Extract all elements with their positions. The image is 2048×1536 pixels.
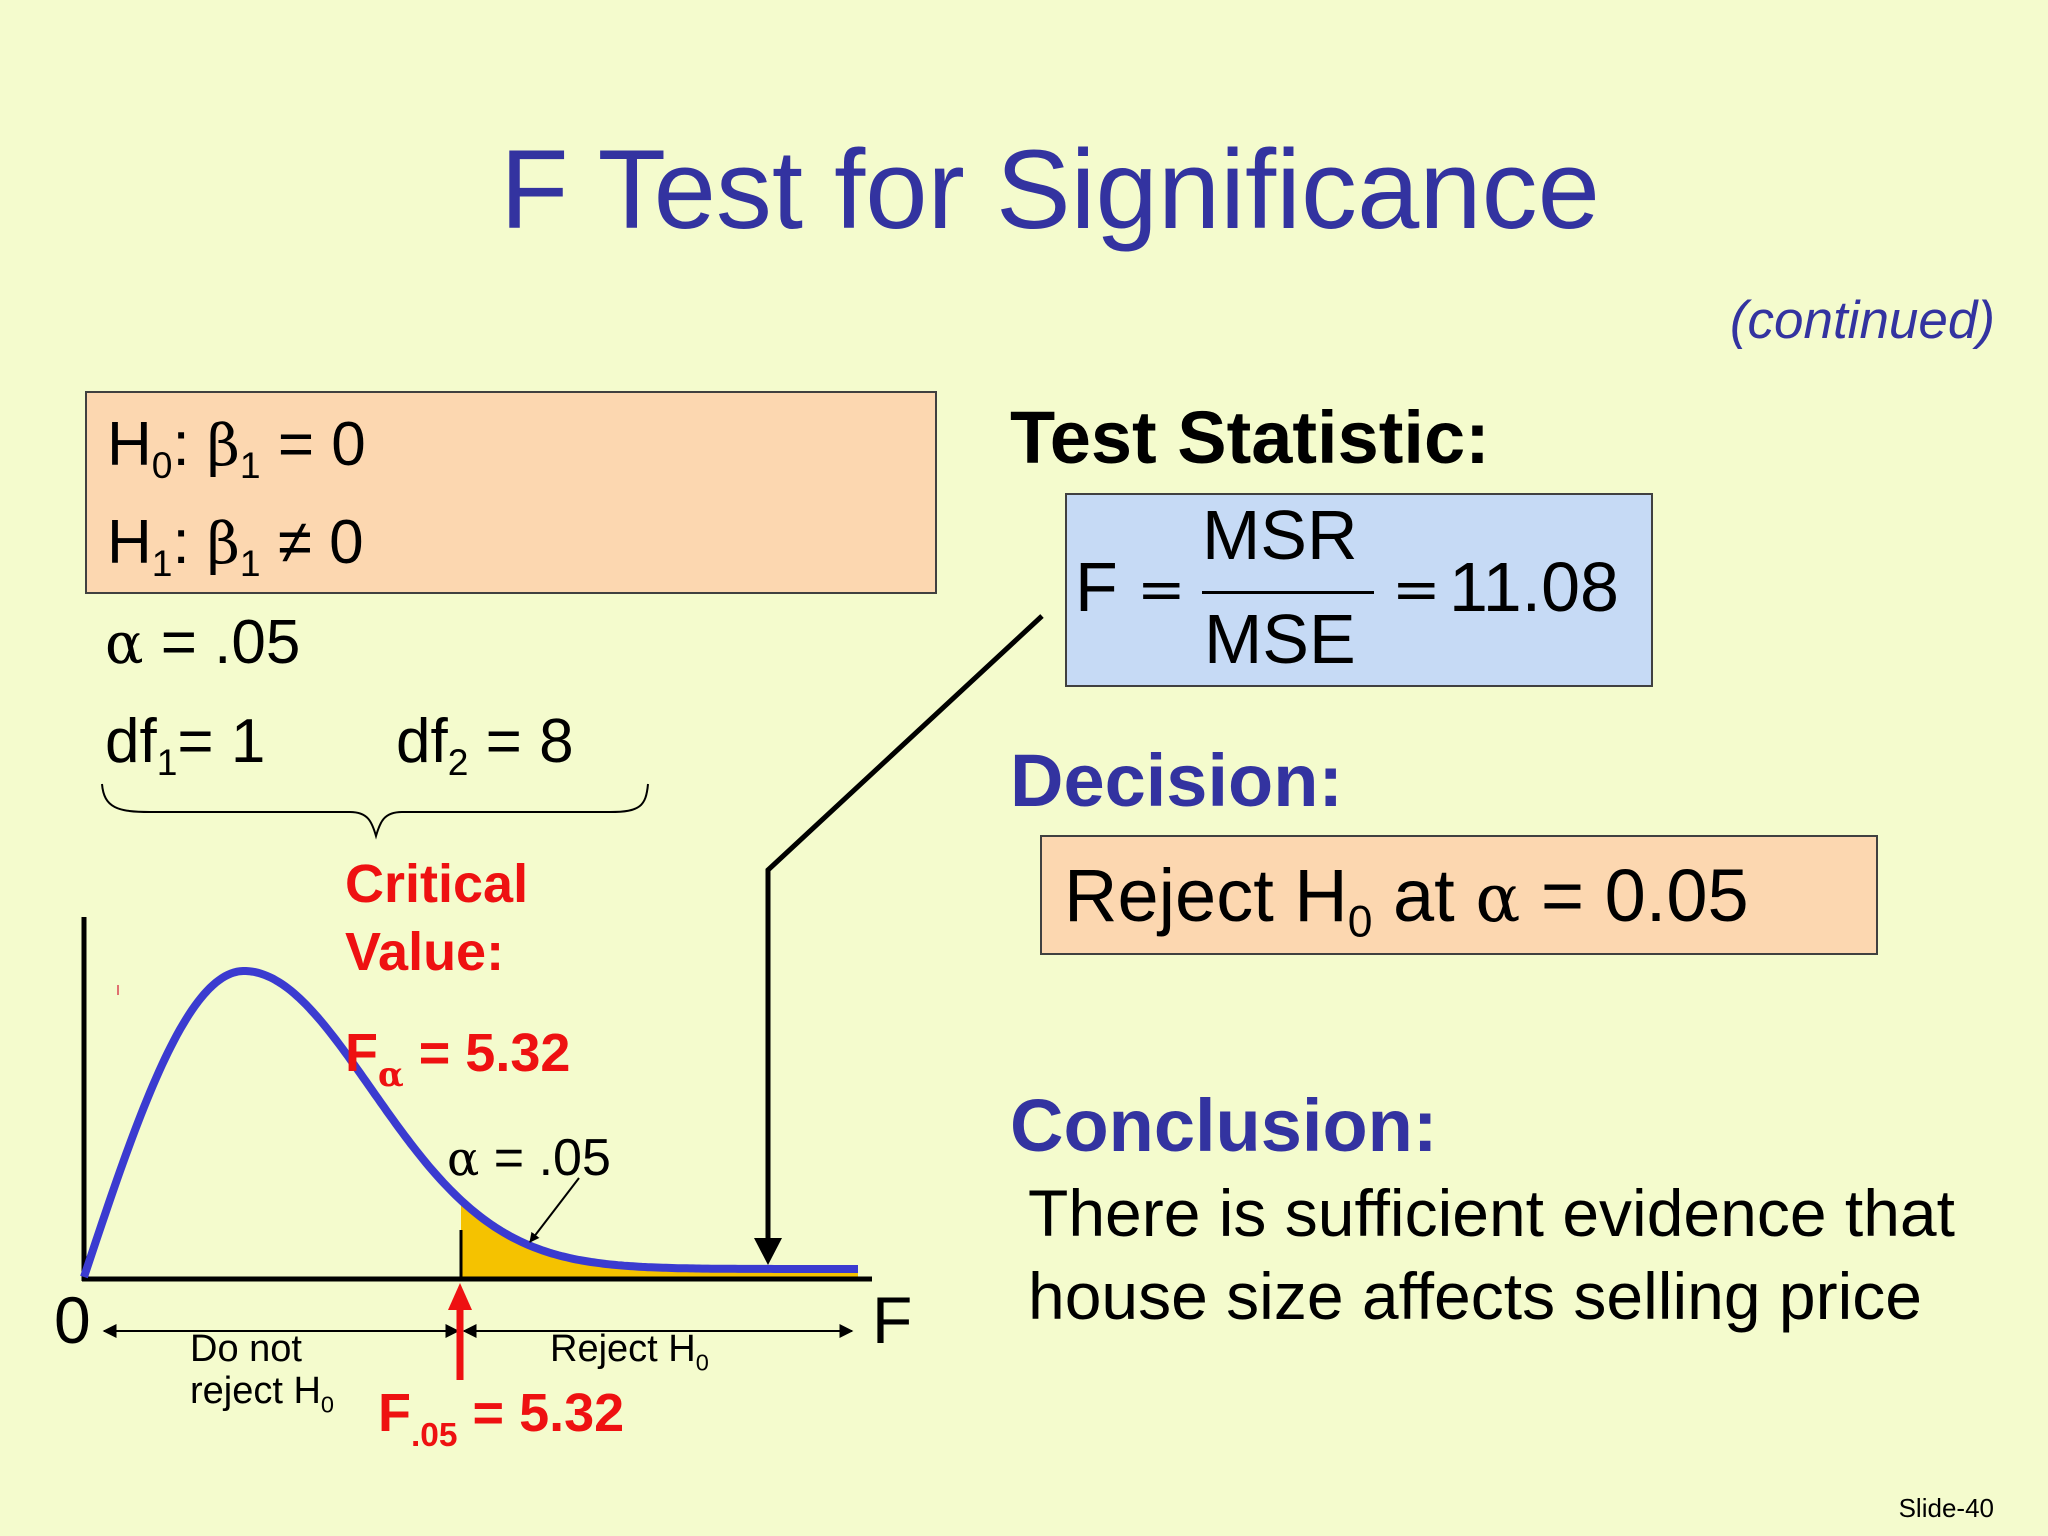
test-statistic-heading: Test Statistic:: [1010, 396, 1490, 479]
decision-at: at: [1372, 854, 1476, 937]
null-hypothesis: H0: β1 = 0: [107, 410, 366, 487]
alpha-region-symbol: α: [447, 1132, 480, 1187]
slide-number: Slide-40: [1898, 1493, 1994, 1523]
decision-text: Reject H0 at α = 0.05: [1064, 853, 1749, 944]
df2-value: = 8: [468, 707, 574, 776]
df1-label: df1= 1: [105, 706, 266, 781]
alpha-value: = .05: [143, 608, 301, 677]
decision-reject: Reject H: [1064, 854, 1348, 937]
decision-alpha: α: [1475, 859, 1521, 937]
decision-heading: Decision:: [1010, 739, 1344, 822]
test-statistic-arrowhead: [754, 1238, 782, 1265]
reject-sub: 0: [695, 1349, 709, 1376]
df1-sub: 1: [156, 741, 178, 784]
h0-sub: 0: [151, 444, 173, 487]
h1-beta: β: [206, 511, 240, 577]
do-not-reject-line-1: Do not: [190, 1328, 302, 1370]
x-axis-label: F: [872, 1283, 913, 1357]
f-alpha-value: = 5.32: [403, 1023, 571, 1083]
denominator-mse: MSE: [1204, 600, 1356, 678]
h0-letter: H: [107, 410, 152, 479]
alt-hypothesis: H1: β1 ≠ 0: [107, 508, 364, 585]
df2-sub: 2: [447, 741, 469, 784]
df2-label: df2 = 8: [396, 706, 574, 781]
conclusion-line-2: house size affects selling price: [1028, 1259, 1922, 1333]
f-statistic-value: 11.08: [1449, 548, 1619, 626]
critical-line-2: Value:: [345, 922, 505, 982]
critical-value-label: Critical Value:: [345, 850, 528, 986]
do-not-reject-text: reject H: [190, 1370, 321, 1412]
alpha-region-label: α = .05: [447, 1128, 611, 1188]
equals-sign: =: [1137, 555, 1186, 623]
hypotheses-box: H0: β1 = 0 H1: β1 ≠ 0: [85, 391, 937, 594]
h0-beta-sub: 1: [239, 444, 261, 487]
f05-value: = 5.32: [457, 1383, 625, 1443]
decision-sub: 0: [1347, 897, 1373, 947]
h0-rest: = 0: [260, 410, 366, 479]
alpha-symbol: α: [105, 611, 144, 677]
df1-value: = 1: [177, 707, 266, 776]
f05-label: F.05 = 5.32: [378, 1382, 625, 1452]
continued-label: (continued): [1729, 291, 1995, 350]
h1-letter: H: [107, 508, 152, 577]
fraction-bar: [1202, 591, 1374, 594]
test-statistic-pointer: [765, 614, 1044, 1255]
h1-rest: ≠ 0: [260, 508, 364, 577]
alpha-level: α = .05: [105, 607, 300, 678]
numerator-msr: MSR: [1202, 496, 1358, 574]
conclusion-line-1: There is sufficient evidence that: [1028, 1176, 1955, 1250]
f-alpha-f: F: [345, 1023, 378, 1083]
h1-beta-sub: 1: [239, 542, 261, 585]
df1-text: df: [105, 707, 157, 776]
f-distribution-curve: [80, 967, 858, 1279]
do-not-reject-sub: 0: [320, 1391, 335, 1418]
alpha-region-value: = .05: [479, 1129, 611, 1187]
f-symbol: F: [1075, 548, 1118, 626]
f-alpha-label: Fα = 5.32: [345, 1022, 571, 1091]
reject-text: Reject H: [550, 1328, 696, 1370]
critical-value-arrowhead: [448, 1283, 472, 1310]
decision-alpha-value: = 0.05: [1520, 854, 1749, 937]
h0-beta: β: [206, 413, 240, 479]
do-not-reject-label: Do not reject H0: [190, 1328, 334, 1416]
df-brace: [101, 783, 649, 840]
f-statistic-box: F = MSR MSE = 11.08: [1065, 493, 1653, 687]
critical-line-1: Critical: [345, 854, 529, 914]
alpha-pointer: [529, 1177, 580, 1243]
reject-label: Reject H0: [550, 1328, 709, 1374]
slide-title: F Test for Significance: [500, 127, 1600, 252]
decision-box: Reject H0 at α = 0.05: [1040, 835, 1878, 955]
df2-text: df: [396, 707, 448, 776]
f05-sub: .05: [411, 1417, 458, 1455]
do-not-reject-line-2: reject H0: [190, 1370, 334, 1416]
conclusion-text: There is sufficient evidence that house …: [1028, 1172, 1955, 1338]
f-alpha-sub: α: [378, 1055, 404, 1095]
h1-sub: 1: [151, 542, 173, 585]
conclusion-heading: Conclusion:: [1010, 1084, 1438, 1167]
origin-label: 0: [54, 1283, 91, 1357]
f05-f: F: [378, 1383, 411, 1443]
equals-sign-2: =: [1392, 555, 1441, 623]
